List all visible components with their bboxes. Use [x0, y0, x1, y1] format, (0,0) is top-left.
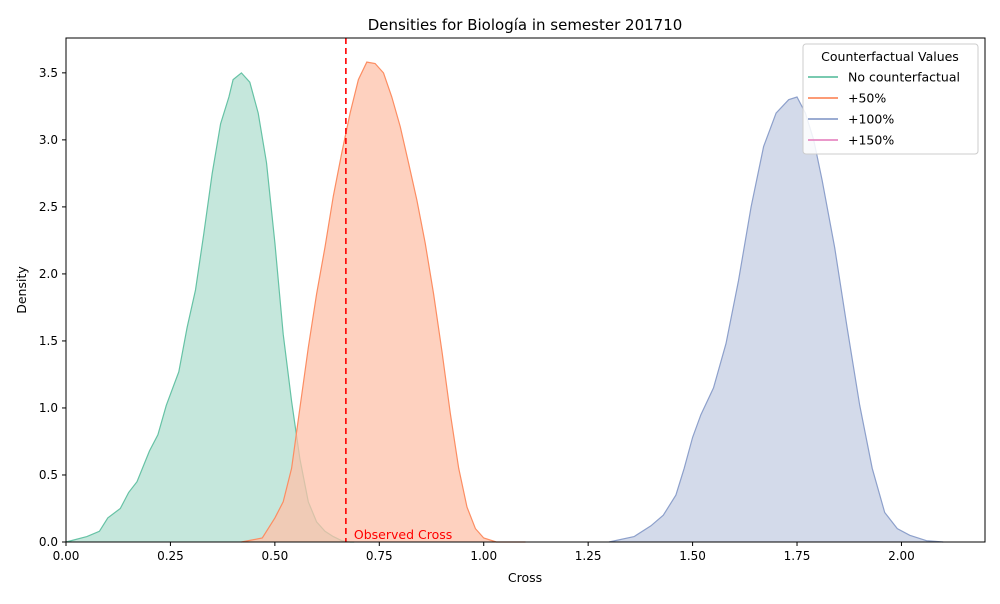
- x-tick-label: 1.25: [575, 549, 602, 563]
- x-tick-label: 1.00: [470, 549, 497, 563]
- legend-label: +100%: [848, 112, 894, 127]
- legend-entries: No counterfactual +50% +100% +150%: [808, 70, 960, 148]
- density-area-series-0: [66, 72, 355, 543]
- y-axis: 0.0 0.5 1.0 1.5 2.0 2.5 3.0 3.5: [39, 66, 66, 549]
- y-tick-label: 1.5: [39, 334, 58, 348]
- x-tick-label: 0.00: [53, 549, 80, 563]
- x-axis-label: Cross: [508, 570, 542, 585]
- legend-label: +150%: [848, 133, 894, 148]
- series-layer: [65, 61, 944, 543]
- density-area-series-2: [609, 97, 944, 542]
- x-tick-label: 1.50: [679, 549, 706, 563]
- density-line-series-2: [608, 96, 944, 543]
- x-tick-label: 0.75: [366, 549, 393, 563]
- y-tick-label: 2.0: [39, 267, 58, 281]
- observed-cross-label: Observed Cross: [354, 527, 452, 542]
- y-tick-label: 0.0: [39, 535, 58, 549]
- x-tick-label: 0.50: [262, 549, 289, 563]
- y-tick-label: 2.5: [39, 200, 58, 214]
- y-tick-label: 3.5: [39, 66, 58, 80]
- legend-title: Counterfactual Values: [821, 49, 959, 64]
- plot-frame: [65, 37, 986, 543]
- legend: Counterfactual Values No counterfactual +…: [802, 43, 979, 155]
- legend-label: No counterfactual: [848, 70, 960, 85]
- legend-box: [802, 43, 979, 155]
- y-tick-label: 1.0: [39, 401, 58, 415]
- y-tick-label: 3.0: [39, 133, 58, 147]
- x-tick-label: 0.25: [157, 549, 184, 563]
- density-line-series-1: [241, 61, 526, 543]
- y-tick-label: 0.5: [39, 468, 58, 482]
- x-tick-label: 2.00: [888, 549, 915, 563]
- chart-title: Densities for Biología in semester 20171…: [368, 16, 683, 34]
- legend-label: +50%: [848, 91, 886, 106]
- density-area-series-1: [241, 62, 526, 542]
- observed-layer: Observed Cross: [345, 38, 452, 542]
- y-axis-label: Density: [14, 266, 29, 314]
- x-axis: 0.00 0.25 0.50 0.75 1.00 1.25 1.50 1.75 2.00: [53, 542, 915, 563]
- x-tick-label: 1.75: [784, 549, 811, 563]
